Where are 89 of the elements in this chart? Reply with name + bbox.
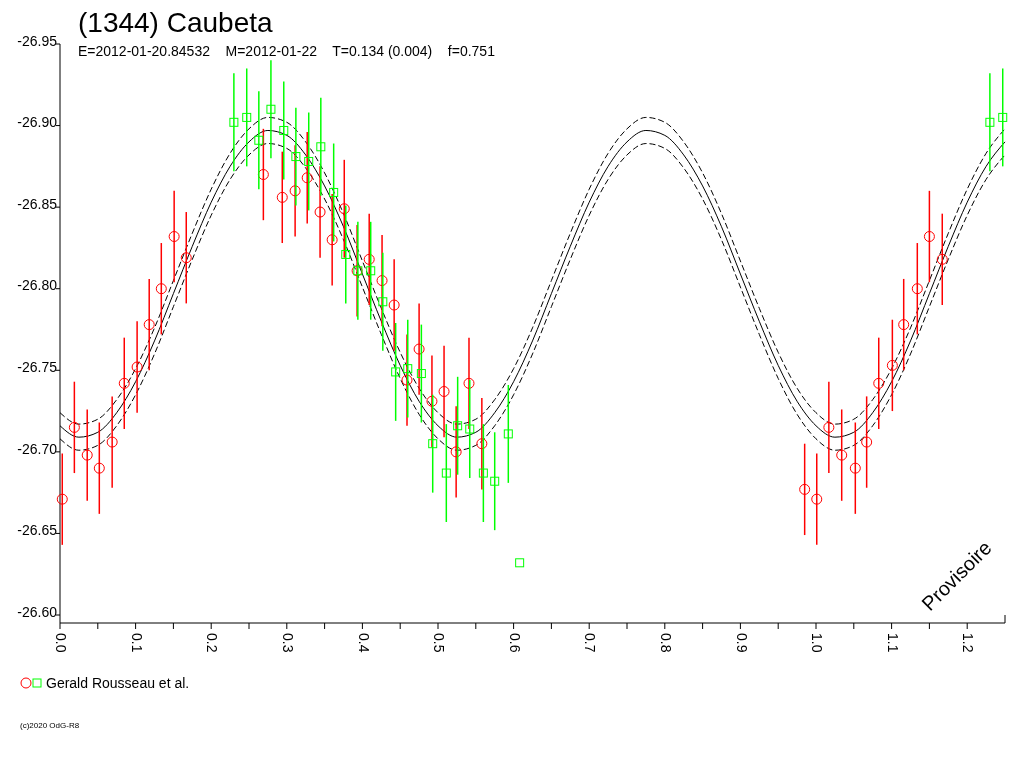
point [378,297,388,307]
point [376,275,388,287]
text: (c)2020 OdG-R8 [20,721,80,730]
y-tick-label: -26.80 [17,277,58,294]
point [886,359,898,371]
x-tick-label: 0.9 [733,633,750,653]
point [911,283,923,295]
point [450,446,462,458]
point [898,319,910,331]
point [242,112,252,122]
point [118,377,130,389]
x-tick-label: 1.1 [884,633,901,653]
x-tick-label: 0.8 [658,633,675,653]
point [155,283,167,295]
point [366,266,376,276]
point [413,343,425,355]
point [329,187,339,197]
point [291,152,301,162]
y-tick-label: -26.65 [17,522,58,539]
point [391,367,401,377]
point [923,231,935,243]
point [341,249,351,259]
point [180,252,192,264]
point [68,421,80,433]
y-tick-label: -26.85 [17,195,58,212]
point [403,364,413,374]
y-tick-label: -26.70 [17,440,58,457]
chart-subtitle: E=2012-01-20.84532 M=2012-01-22 T=0.134 (0.004) f=0.751 [78,43,496,59]
y-tick-label: -26.90 [17,114,58,131]
point [873,377,885,389]
x-tick-label: 0.7 [582,633,599,653]
point [363,253,375,265]
point [301,172,313,184]
x-tick-label: 0.2 [204,633,221,653]
x-tick-label: 0.4 [355,633,372,653]
point [254,135,264,145]
point [428,439,438,449]
point [401,374,413,386]
point [998,112,1008,122]
point [936,253,948,265]
point [388,299,400,311]
point [143,319,155,331]
point [438,385,450,397]
point [476,438,488,450]
point [836,449,848,461]
legend-label: Gerald Rousseau et al. [46,675,190,691]
x-tick-label: 0.6 [506,633,523,653]
point [861,436,873,448]
point [81,449,93,461]
point [168,231,180,243]
point [823,421,835,433]
point [229,117,239,127]
point [314,206,326,218]
point [304,156,314,166]
point [326,234,338,246]
point [131,361,143,373]
point [93,462,105,474]
point [811,493,823,505]
point [106,436,118,448]
point [465,424,475,434]
point [276,191,288,203]
point [463,377,475,389]
x-tick-label: 0.0 [53,633,70,653]
point [56,493,68,505]
point [503,429,513,439]
point [279,125,289,135]
point [515,558,525,568]
point [490,476,500,486]
y-tick-label: -26.75 [17,358,58,375]
x-tick-label: 1.0 [809,633,826,653]
point [266,104,276,114]
point [416,369,426,379]
point [799,483,811,495]
point [849,462,861,474]
x-tick-label: 1.2 [960,633,977,653]
y-tick-label: -26.95 [17,32,58,49]
point [316,142,326,152]
x-tick-label: 0.5 [431,633,448,653]
point [289,185,301,197]
y-tick-label: -26.60 [17,603,58,620]
x-tick-label: 0.3 [280,633,297,653]
point [441,468,451,478]
point [985,117,995,127]
point [426,395,438,407]
point [338,203,350,215]
chart-title: (1344) Caubeta [78,7,274,38]
point [478,468,488,478]
point [453,421,463,431]
x-tick-label: 0.1 [128,633,145,653]
